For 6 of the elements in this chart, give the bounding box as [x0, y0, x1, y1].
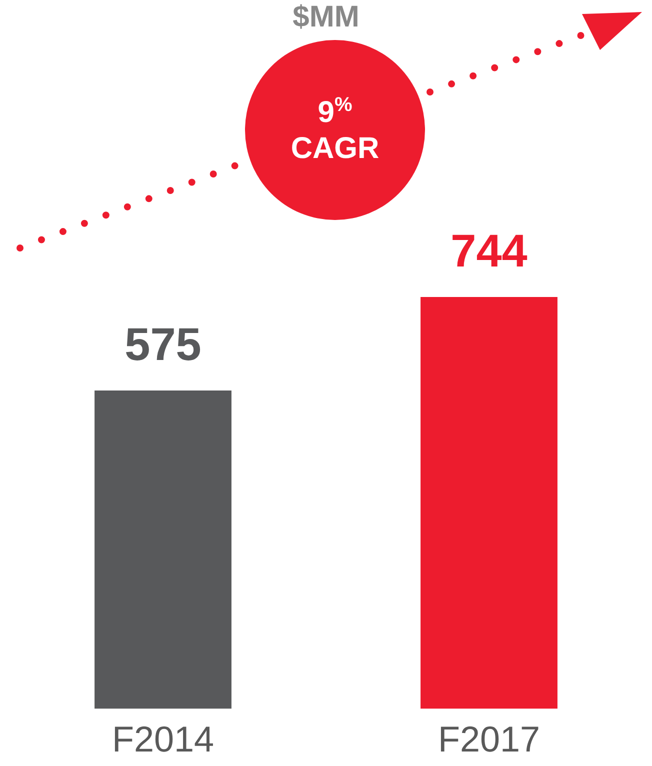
data-label: 744: [450, 224, 528, 277]
chart-title: $MM: [292, 0, 360, 34]
x-tick-label: F2017: [438, 718, 540, 760]
x-tick-label: F2014: [112, 718, 214, 760]
circle-badge: 9$^{%}$ CAGR: [245, 40, 425, 220]
data-label: 575: [124, 318, 202, 370]
